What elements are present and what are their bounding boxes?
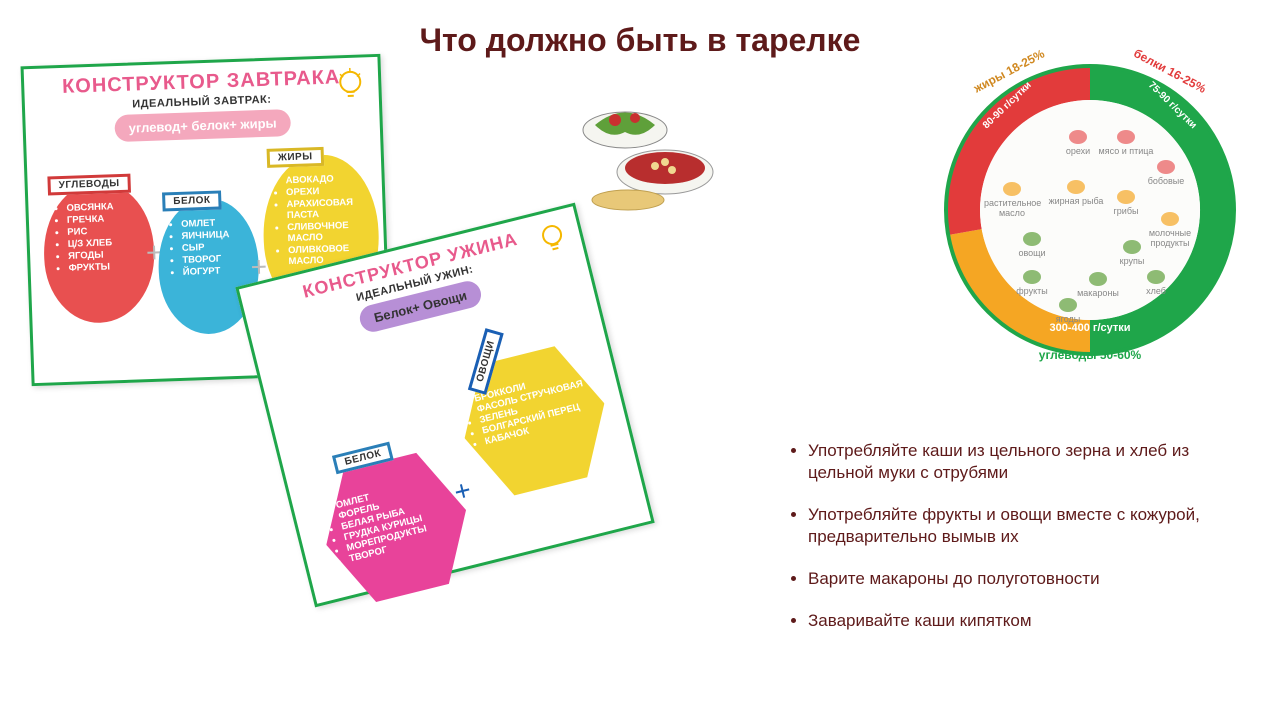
food-item: ТВОРОГ [182,253,246,266]
tip-item: Заваривайте каши кипятком [808,610,1250,632]
food-item: ОМЛЕТ [181,217,245,230]
tip-item: Употребляйте каши из цельного зерна и хл… [808,440,1250,484]
food-item: АРАХИСОВАЯ ПАСТА [286,196,366,221]
food-item: СЫР [182,241,246,254]
plate-food-item: мясо и птица [1098,128,1154,156]
breakfast-formula: углевод+ белок+ жиры [114,109,291,142]
plate-food-item: бобовые [1138,158,1194,186]
plate-food-item: растительное масло [984,180,1040,218]
plate-food-item: крупы [1104,238,1160,266]
plate-food-item: макароны [1070,270,1126,298]
food-group-blob: ОВСЯНКАГРЕЧКАРИСЦ/З ХЛЕБЯГОДЫФРУКТЫ [42,181,157,325]
plate-food-item: овощи [1004,230,1060,258]
food-item: ЙОГУРТ [183,265,247,278]
plate-arc-carbs: углеводы 50-60% [940,348,1240,362]
food-illustration [570,90,730,220]
lightbulb-icon [336,67,365,107]
group-tag: ЖИРЫ [267,147,324,168]
group-tag: УГЛЕВОДЫ [47,174,130,196]
food-item: ФРУКТЫ [68,260,142,274]
food-group-blob: ОМЛЕТФОРЕЛЬБЕЛАЯ РЫБАГРУДКА КУРИЦЫМОРЕПР… [305,437,487,619]
tip-item: Употребляйте фрукты и овощи вместе с кож… [808,504,1250,548]
plate-food-item: жирная рыба [1048,178,1104,206]
group-tag: БЕЛОК [162,190,222,211]
tips-list: Употребляйте каши из цельного зерна и хл… [790,440,1250,653]
food-group-blob: БРОККОЛИФАСОЛЬ СТРУЧКОВАЯЗЕЛЕНЬБОЛГАРСКИ… [444,330,626,512]
nutrition-plate: жиры 18-25% белки 16-25% углеводы 50-60%… [940,60,1240,360]
page-title: Что должно быть в тарелке [0,22,1280,59]
food-item: ЯИЧНИЦА [181,229,245,242]
plate-food-item: хлеб [1128,268,1184,296]
food-item: СЛИВОЧНОЕ МАСЛО [287,219,367,244]
tip-item: Варите макароны до полуготовности [808,568,1250,590]
plate-food-item: фрукты [1004,268,1060,296]
plate-food-item: ягоды [1040,296,1096,324]
